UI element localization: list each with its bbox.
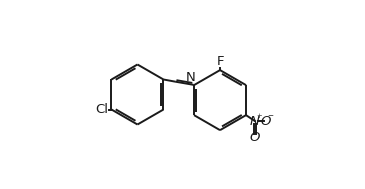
Text: N: N	[186, 71, 196, 84]
Text: $^+$: $^+$	[255, 113, 263, 123]
Text: $O$: $O$	[260, 115, 272, 128]
Text: $O$: $O$	[249, 131, 261, 144]
Text: Cl: Cl	[96, 103, 109, 116]
Text: F: F	[216, 55, 224, 68]
Text: $N$: $N$	[249, 115, 261, 128]
Text: $^-$: $^-$	[266, 113, 275, 123]
